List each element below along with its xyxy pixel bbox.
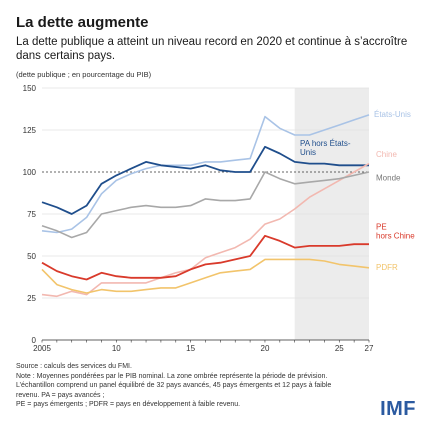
series-line: [41, 145, 369, 215]
chart-subtitle: La dette publique a atteint un niveau re…: [16, 36, 408, 62]
series-label: hors Chine: [376, 231, 415, 240]
x-tick-label: 20: [261, 344, 270, 353]
x-tick-label: 15: [186, 344, 195, 353]
series-label: PDFR: [376, 263, 398, 272]
y-tick-label: 125: [23, 126, 37, 135]
series-line: [41, 234, 369, 281]
x-tick-label: 10: [112, 344, 121, 353]
imf-logo: IMF: [380, 398, 416, 420]
series-line: [41, 171, 370, 239]
series-line: [41, 114, 370, 234]
y-tick-label: 100: [23, 168, 37, 177]
y-tick-label: 75: [27, 210, 36, 219]
series-label: PA hors États-: [300, 139, 351, 148]
x-tick-label: 27: [365, 344, 374, 353]
footnotes: Source : calculs des services du FMI. No…: [16, 362, 356, 410]
source-note: Source : calculs des services du FMI.: [16, 363, 132, 370]
method-note: Note : Moyennes pondérées par le PIB nom…: [16, 372, 332, 399]
series-label: PE: [376, 222, 387, 231]
y-tick-label: 50: [27, 252, 36, 261]
abbreviation-note: PE = pays émergents ; PDFR = pays en dév…: [16, 401, 241, 408]
series-label: Chine: [376, 150, 397, 159]
x-tick-label: 25: [335, 344, 344, 353]
series-label: Monde: [376, 174, 401, 183]
series-line: [41, 258, 370, 294]
y-tick-label: 0: [32, 336, 37, 345]
y-tick-label: 25: [27, 294, 36, 303]
series-line: [41, 162, 370, 298]
unit-note: (dette publique ; en pourcentage du PIB): [16, 70, 152, 79]
y-tick-label: 150: [23, 84, 37, 93]
x-tick-label: 2005: [33, 344, 51, 353]
chart-title: La dette augmente: [16, 14, 149, 31]
series-label: États-Unis: [374, 110, 411, 119]
series-label: Unis: [300, 148, 316, 157]
